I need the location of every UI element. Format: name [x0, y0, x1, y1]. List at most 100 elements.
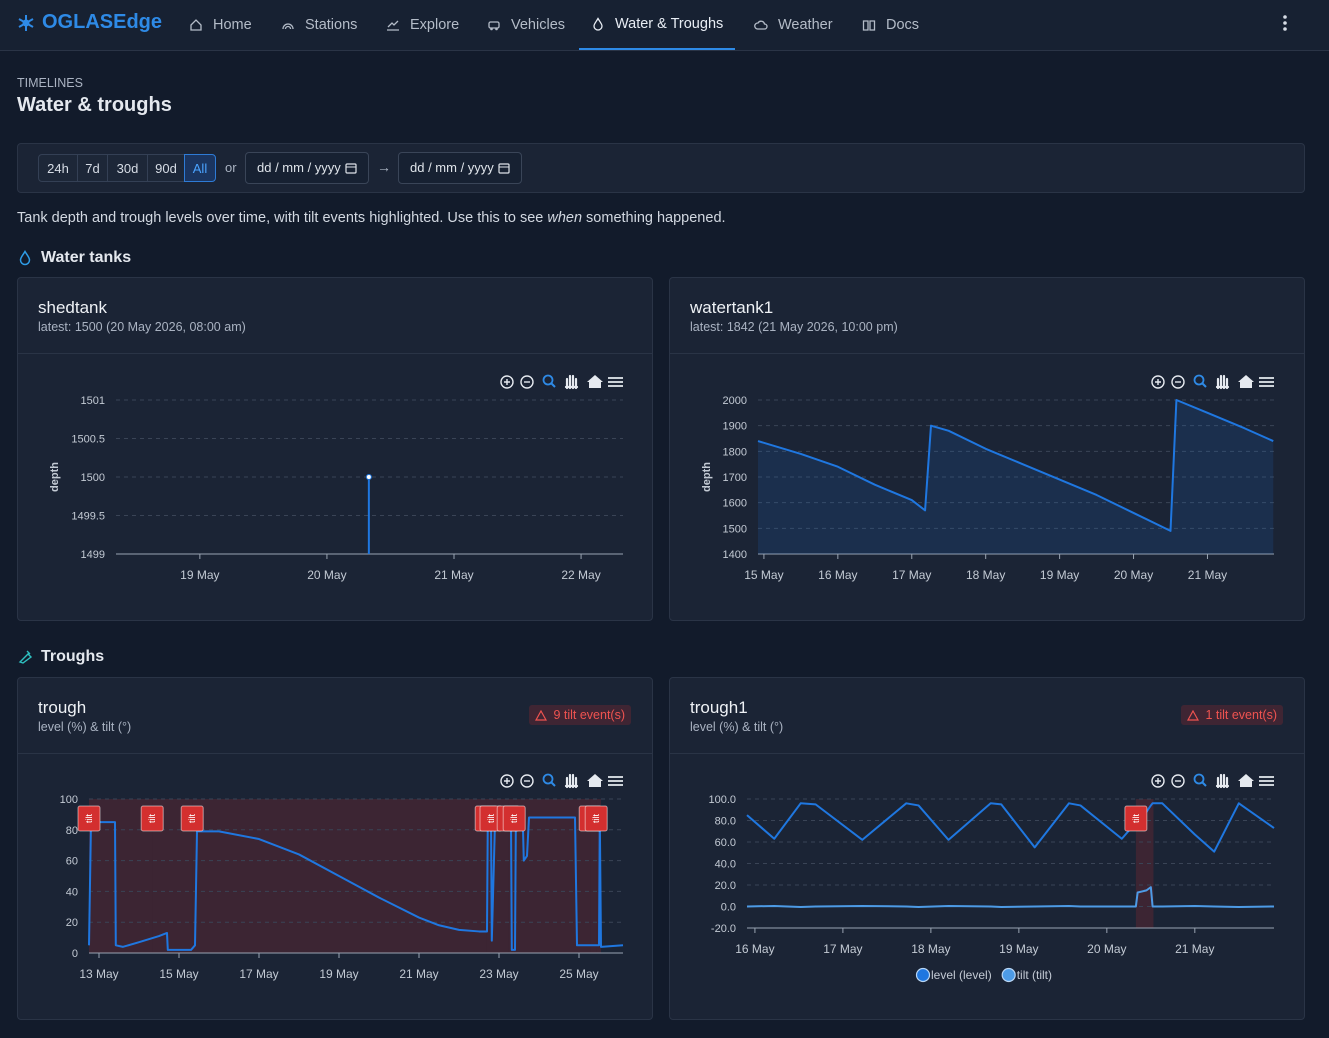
y-tick-label: 80: [66, 825, 78, 837]
reset-zoom[interactable]: [587, 774, 603, 787]
reset-zoom[interactable]: [1238, 375, 1254, 388]
zoom-in-plus: [504, 379, 510, 385]
toolbar: [1151, 773, 1274, 789]
zoom-in[interactable]: [500, 375, 514, 389]
date-placeholder: dd / mm / yyyy: [257, 160, 341, 175]
section-title: Troughs: [41, 648, 105, 665]
toolbar: [1151, 374, 1274, 390]
x-tick-label: 13 May: [79, 967, 118, 981]
nav-stations[interactable]: Stations: [281, 0, 357, 50]
flag-label: tilt: [187, 814, 197, 823]
y-tick-label: 80.0: [715, 816, 736, 828]
nav-label: Docs: [886, 17, 920, 33]
x-tick-label: 25 May: [559, 967, 598, 981]
date-to[interactable]: dd / mm / yyyy: [398, 152, 522, 184]
page-title: Water & troughs: [17, 94, 172, 116]
y-tick-label: 40: [66, 886, 78, 898]
menu[interactable]: [1259, 776, 1274, 786]
zoom-out[interactable]: [520, 375, 534, 389]
legend-label: level (level): [931, 968, 992, 982]
or-label: or: [225, 160, 237, 175]
area-fill: [758, 400, 1274, 554]
zoom-select[interactable]: [1193, 374, 1205, 386]
zoom-in[interactable]: [500, 774, 514, 788]
card-title: trough1: [690, 698, 748, 717]
zoom-select[interactable]: [542, 374, 554, 386]
section-title: Water tanks: [41, 249, 132, 266]
y-tick-label: 1501: [81, 395, 105, 407]
pan[interactable]: [1215, 773, 1230, 789]
zoom-select[interactable]: [542, 773, 554, 785]
icon: [488, 21, 500, 31]
tilt-flag: tilt: [502, 805, 526, 832]
toolbar: [500, 374, 623, 390]
text: Tank depth and trough levels over time, …: [17, 210, 548, 226]
range-button[interactable]: 90d: [147, 154, 185, 182]
date-from[interactable]: dd / mm / yyyy: [245, 152, 369, 184]
pan[interactable]: [1215, 374, 1230, 390]
zoom-out[interactable]: [1171, 375, 1185, 389]
tilt-band: [590, 799, 597, 953]
zoom-out[interactable]: [1171, 774, 1185, 788]
eyebrow: TIMELINES: [17, 76, 83, 90]
nav-vehicles[interactable]: Vehicles: [487, 0, 565, 50]
more-menu[interactable]: [1280, 14, 1290, 34]
tilt-flag: tilt: [479, 805, 503, 832]
tilt-band: [486, 799, 491, 953]
zoom-select-handle: [1201, 382, 1207, 388]
y-tick-label: 40.0: [715, 859, 736, 871]
x-tick-label: 17 May: [239, 967, 278, 981]
menu[interactable]: [608, 377, 623, 387]
y-tick-label: 2000: [723, 395, 747, 407]
zoom-select[interactable]: [1193, 773, 1205, 785]
menu[interactable]: [1259, 377, 1274, 387]
warning-icon: [535, 709, 548, 721]
reset-zoom[interactable]: [587, 375, 603, 388]
icon: [862, 20, 876, 31]
range-button[interactable]: All: [184, 154, 216, 182]
card-title: shedtank: [38, 298, 107, 317]
calendar-icon: [345, 163, 357, 174]
zoom-select-handle: [550, 382, 556, 388]
x-tick-label: 23 May: [479, 967, 518, 981]
range-button[interactable]: 24h: [38, 154, 78, 182]
brand-text: OGLASEdge: [42, 11, 163, 33]
card-header: trough level (%) & tilt (°) 9 tilt event(…: [18, 678, 652, 754]
card-subtitle: level (%) & tilt (°): [38, 720, 132, 734]
pan[interactable]: [564, 773, 579, 789]
nav-weather[interactable]: Weather: [754, 0, 833, 50]
icon: [190, 19, 202, 31]
nav-label: Stations: [305, 17, 358, 33]
zoom-in[interactable]: [1151, 375, 1165, 389]
flag-box: [180, 805, 204, 832]
chart: 1499 1499.5 1500 1500.5 1501 19 May 20 May 21 M…: [49, 374, 623, 582]
range-button[interactable]: 7d: [77, 154, 108, 182]
tilt-badge: 1 tilt event(s): [1181, 705, 1283, 725]
reset-zoom[interactable]: [1238, 774, 1254, 787]
zoom-in[interactable]: [1151, 774, 1165, 788]
x-tick-label: 16 May: [818, 568, 857, 582]
x-tick-label: 17 May: [823, 942, 862, 956]
menu[interactable]: [608, 776, 623, 786]
chart-card: watertank1 latest: 1842 (21 May 2026, 10:…: [669, 277, 1305, 621]
flag-box: [502, 805, 526, 832]
flag-label: tilt: [84, 814, 94, 823]
legend-marker: [915, 967, 931, 983]
zoom-select-handle: [550, 781, 556, 787]
legend-marker: [1001, 967, 1016, 983]
brand[interactable]: OGLASEdge: [17, 11, 162, 34]
card-subtitle: latest: 1500 (20 May 2026, 08:00 am): [38, 320, 246, 334]
nav-home[interactable]: Home: [189, 0, 252, 50]
badge-text: 1 tilt event(s): [1205, 708, 1277, 722]
nav-docs[interactable]: Docs: [862, 0, 919, 50]
nav-water[interactable]: Water & Troughs: [579, 0, 736, 50]
section-header: Troughs: [18, 648, 104, 666]
card-header: trough1 level (%) & tilt (°) 1 tilt event…: [670, 678, 1304, 754]
zoom-out[interactable]: [520, 774, 534, 788]
icon: [18, 650, 32, 664]
pan[interactable]: [564, 374, 579, 390]
nav-label: Weather: [778, 17, 833, 33]
nav-explore[interactable]: Explore: [386, 0, 459, 50]
range-button[interactable]: 30d: [107, 154, 148, 182]
